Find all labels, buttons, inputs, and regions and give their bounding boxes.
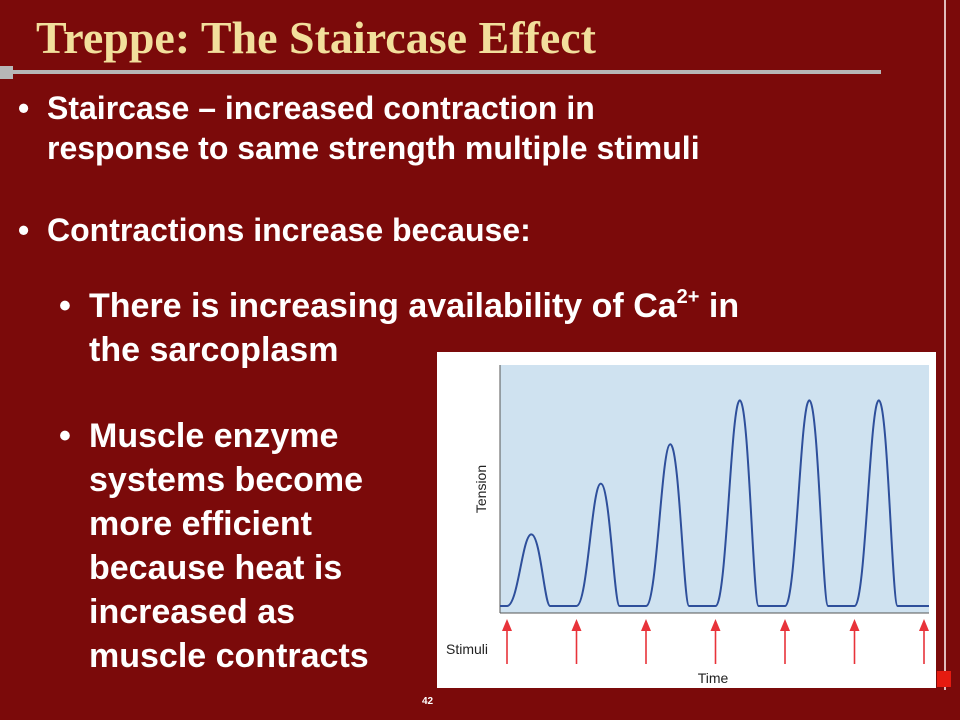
stimulus-arrow-head (849, 619, 860, 631)
sub-bullet-marker: • (59, 287, 71, 325)
slide-title: Treppe: The Staircase Effect (36, 12, 596, 63)
bullet-text-line: response to same strength multiple stimu… (47, 130, 700, 166)
stimulus-arrow (849, 619, 860, 664)
sub-bullet-line: because heat is (89, 549, 343, 587)
stimulus-arrow-head (641, 619, 651, 631)
stimulus-arrow-head (502, 619, 512, 631)
stimulus-arrow-head (571, 619, 582, 631)
decorative-square-red (937, 671, 951, 687)
bullet-staircase: • Staircase – increased contraction in r… (18, 88, 887, 168)
y-axis-label: Tension (473, 465, 489, 513)
treppe-figure: Tension Stimuli Time (437, 352, 936, 688)
stimulus-arrow-head (780, 619, 790, 631)
bullet-marker: • (18, 90, 30, 126)
sub-bullet-line: systems become (89, 461, 364, 499)
sub-bullet-marker: • (59, 417, 71, 455)
right-border-line (944, 0, 946, 690)
title-underline (13, 70, 881, 74)
x-axis-label: Time (698, 670, 729, 686)
stimulus-arrow (919, 619, 929, 664)
superscript: 2+ (676, 286, 700, 308)
stimuli-arrows (502, 619, 929, 664)
sub-bullet-calcium: • There is increasing availability of Ca… (59, 284, 909, 372)
tension-trace (500, 399, 929, 607)
stimulus-arrow (641, 619, 651, 664)
bullet-text-line: Contractions increase because: (47, 212, 531, 248)
stimulus-arrow (780, 619, 790, 664)
sub-bullet-enzymes: • Muscle enzyme systems become more effi… (59, 414, 429, 678)
bullet-text-line: Staircase – increased contraction in (47, 90, 595, 126)
bullet-marker: • (18, 212, 30, 248)
sub-bullet-line: more efficient (89, 505, 312, 543)
stimulus-arrow-head (919, 619, 929, 631)
treppe-chart: Tension Stimuli Time (446, 365, 929, 686)
stimuli-label: Stimuli (446, 641, 488, 657)
plot-area (500, 365, 929, 613)
sub-bullet-line: There is increasing availability of Ca2+… (89, 284, 909, 328)
stimulus-arrow (502, 619, 512, 664)
sub-bullet-line: muscle contracts (89, 637, 369, 675)
text-part: There is increasing availability of Ca (89, 287, 677, 325)
page-number: 42 (422, 696, 434, 707)
sub-bullet-line: Muscle enzyme (89, 417, 339, 455)
stimulus-arrow-head (710, 619, 721, 631)
text-part: in (699, 287, 740, 325)
stimulus-arrow (571, 619, 582, 664)
sub-bullet-line: the sarcoplasm (89, 331, 339, 369)
decorative-square (0, 66, 13, 79)
stimulus-arrow (710, 619, 721, 664)
bullet-contractions: • Contractions increase because: (18, 210, 887, 250)
sub-bullet-line: increased as (89, 593, 296, 631)
